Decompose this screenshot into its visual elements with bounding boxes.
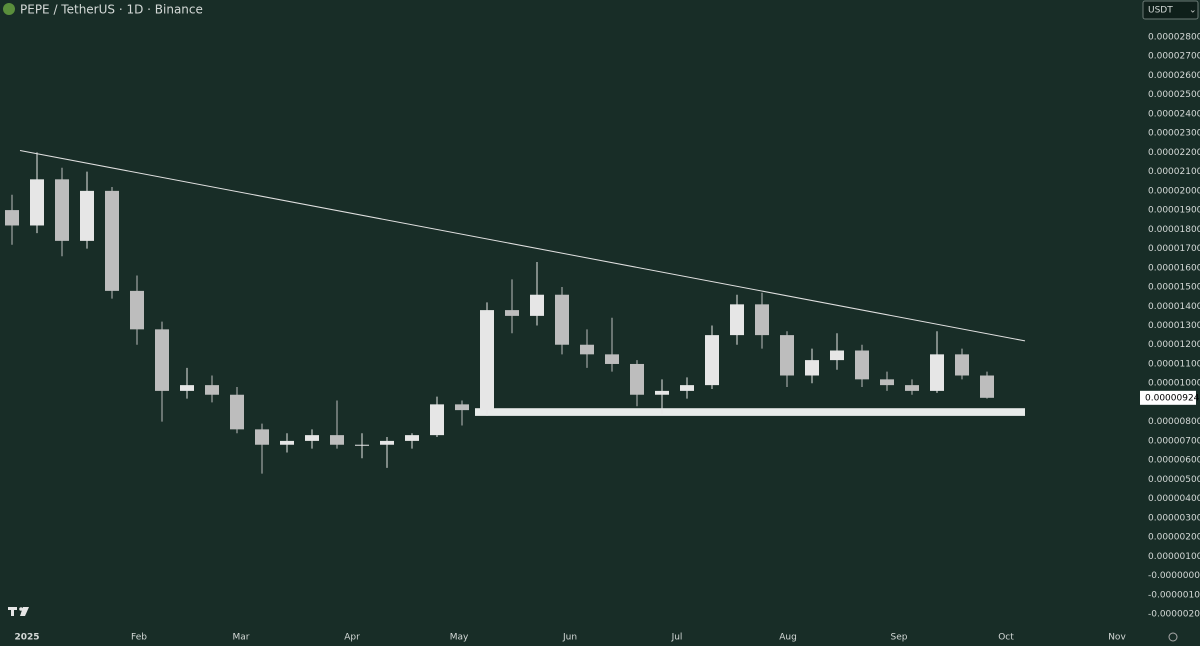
y-tick-label: -0.00000100 (1148, 590, 1200, 600)
trendline (19, 149, 1026, 342)
candle-body (80, 190, 94, 241)
y-tick-label: 0.00002500 (1148, 90, 1200, 100)
candle-body (455, 404, 469, 411)
candle-body (730, 304, 744, 336)
candle-body (880, 379, 894, 386)
y-tick-label: 0.00002700 (1148, 52, 1200, 62)
x-tick-label: Jun (562, 633, 577, 643)
y-tick-label: 0.00001100 (1148, 359, 1200, 369)
last-price-label: 0.00000924 (1145, 393, 1200, 403)
candle-body (230, 394, 244, 430)
candle-body (280, 440, 294, 445)
candle-body (605, 354, 619, 364)
candle-body (130, 290, 144, 330)
y-tick-label: 0.00000400 (1148, 494, 1200, 504)
candle-body (755, 304, 769, 336)
y-tick-label: 0.00001800 (1148, 225, 1200, 235)
y-tick-label: 0.00001400 (1148, 302, 1200, 312)
symbol-icon (3, 3, 15, 15)
candle-body (830, 350, 844, 361)
y-tick-label: 0.00001900 (1148, 206, 1200, 216)
candle-body (580, 344, 594, 355)
y-tick-label: -0.00000000 (1148, 571, 1200, 581)
y-tick-label: 0.00000600 (1148, 456, 1200, 466)
candle-body (380, 440, 394, 445)
candle-body (805, 360, 819, 376)
x-tick-label: Apr (344, 633, 360, 643)
candle-body (855, 350, 869, 380)
candle-body (555, 294, 569, 345)
candle-body (30, 179, 44, 226)
support-zone (475, 408, 1025, 416)
candle-body (705, 335, 719, 386)
candle-body (505, 310, 519, 316)
candle-body (305, 435, 319, 441)
y-tick-label: 0.00002600 (1148, 71, 1200, 81)
candle-body (630, 363, 644, 395)
candle-body (430, 404, 444, 436)
y-tick-label: 0.00001300 (1148, 321, 1200, 331)
x-tick-label: Mar (233, 633, 250, 643)
y-tick-label: 0.00001000 (1148, 379, 1200, 389)
x-tick-label: Nov (1108, 633, 1126, 643)
candle-body (180, 385, 194, 391)
y-tick-label: -0.00000200 (1148, 610, 1200, 620)
candle-body (355, 444, 369, 446)
last-price-box (1140, 390, 1196, 405)
x-tick-label: Jul (671, 633, 683, 643)
y-tick-label: 0.00002300 (1148, 129, 1200, 139)
y-tick-label: 0.00000200 (1148, 533, 1200, 543)
y-tick-label: 0.00002800 (1148, 33, 1200, 43)
candle-body (930, 354, 944, 391)
y-tick-label: 0.00000100 (1148, 552, 1200, 562)
y-tick-label: 0.00002200 (1148, 148, 1200, 158)
y-tick-label: 0.00000700 (1148, 436, 1200, 446)
y-tick-label: 0.00002000 (1148, 186, 1200, 196)
y-tick-label: 0.00002100 (1148, 167, 1200, 177)
candle-body (55, 179, 69, 241)
candle-body (405, 435, 419, 441)
tv-logo (8, 607, 29, 616)
y-tick-label: 0.00001200 (1148, 340, 1200, 350)
dropdown-arrow[interactable]: ⌄ (1189, 6, 1197, 16)
candle-body (680, 385, 694, 391)
y-tick-label: 0.00000300 (1148, 513, 1200, 523)
y-tick-label: 0.00001500 (1148, 283, 1200, 293)
y-tick-label: 0.00001700 (1148, 244, 1200, 254)
x-tick-label: May (450, 633, 469, 643)
candle-body (980, 375, 994, 398)
x-tick-label: Oct (998, 633, 1014, 643)
settings-icon[interactable] (1168, 632, 1178, 642)
candle-body (955, 354, 969, 376)
candle-body (205, 385, 219, 395)
currency-button[interactable]: USDT (1148, 6, 1173, 16)
currency-button-box[interactable] (1142, 0, 1199, 20)
candle-body (5, 210, 19, 226)
candle-body (480, 310, 494, 411)
y-tick-label: 0.00000800 (1148, 417, 1200, 427)
candle-body (255, 429, 269, 445)
candle-body (105, 190, 119, 291)
y-tick-label: 0.00002400 (1148, 109, 1200, 119)
x-tick-label: 2025 (14, 633, 39, 643)
chart-title: PEPE / TetherUS · 1D · Binance (20, 3, 203, 17)
y-tick-label: 0.00000500 (1148, 475, 1200, 485)
candle-body (155, 329, 169, 391)
candle-body (330, 435, 344, 445)
candle-body (530, 294, 544, 316)
x-tick-label: Sep (891, 633, 908, 643)
y-tick-label: 0.00001600 (1148, 263, 1200, 273)
candle-body (780, 335, 794, 376)
x-tick-label: Feb (131, 633, 147, 643)
x-tick-label: Aug (779, 633, 797, 643)
candle-body (655, 390, 669, 395)
candle-body (905, 385, 919, 391)
